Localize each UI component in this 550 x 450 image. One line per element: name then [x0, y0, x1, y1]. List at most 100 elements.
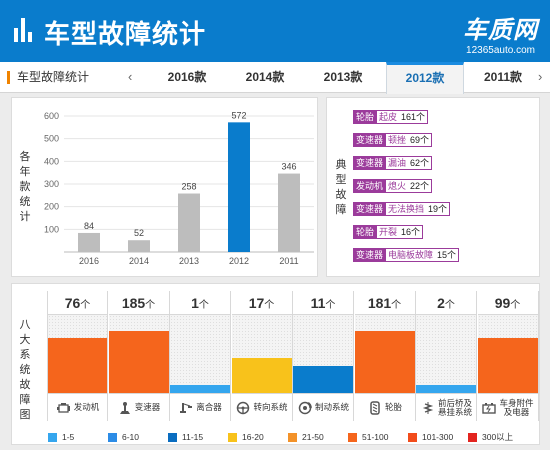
system-fault-count: 2个 [416, 291, 476, 315]
label-char: 图 [19, 409, 31, 421]
suspension-icon [422, 401, 434, 414]
year-tabbar: 车型故障统计 ‹ 2016款 2014款 2013款 2012款 2011款 › [0, 62, 550, 94]
system-name-line: 制动系统 [314, 402, 349, 412]
legend-swatch [228, 432, 237, 442]
system-fault-bar [170, 385, 230, 393]
y-tick-label: 600 [44, 111, 59, 121]
system-name: 转向系统 [231, 393, 292, 421]
system-column[interactable]: 17个 转向系统 [231, 291, 293, 421]
system-name-line: 轮胎 [384, 402, 402, 412]
system-count-value: 11 [310, 295, 326, 311]
x-tick-label: 2016 [79, 256, 99, 266]
bar[interactable] [278, 173, 300, 252]
system-fault-bar [416, 385, 476, 393]
legend-label: 21-50 [302, 432, 324, 442]
legend-item: 16-20 [228, 430, 288, 444]
bar[interactable] [78, 232, 100, 252]
tab-year-3[interactable]: 2012款 [386, 62, 464, 94]
system-column[interactable]: 185个变速器 [108, 291, 170, 421]
typical-fault-item[interactable]: 变速器 电脑板故障 15个 [353, 248, 460, 262]
bar-value-label: 258 [181, 182, 196, 192]
system-column[interactable]: 1个 离合器 [170, 291, 231, 421]
fault-description: 电脑板故障 [388, 250, 434, 260]
bar[interactable] [178, 193, 200, 252]
y-tick-label: 300 [44, 179, 59, 189]
legend-label: 6-10 [122, 432, 140, 442]
system-name-text: 前后桥及 悬挂系统 [438, 398, 472, 417]
system-fault-count: 185个 [108, 291, 169, 315]
fault-count: 19个 [428, 204, 448, 214]
label-char: 障 [19, 394, 31, 406]
chevron-right-icon[interactable]: › [538, 69, 543, 84]
system-fault-bar [48, 338, 107, 393]
legend-label: 16-20 [242, 432, 264, 442]
system-column[interactable]: 2个前后桥及 悬挂系统 [416, 291, 477, 421]
label-char: 典 [335, 159, 347, 171]
typical-fault-item[interactable]: 轮胎 开裂 16个 [353, 225, 424, 239]
fault-desc-box: 电脑板故障 15个 [386, 248, 460, 262]
system-count-value: 99 [494, 295, 511, 311]
legend-swatch [348, 432, 357, 442]
label-char: 故 [19, 379, 31, 391]
year-bar-chart-panel: 各年款统计 100 200 300 400 500 600 84 2016 52 2014 258 2… [11, 97, 318, 277]
system-name-text: 发动机 [74, 403, 100, 412]
legend-label: 51-100 [362, 432, 389, 442]
typical-fault-item[interactable]: 变速器 无法换挡 19个 [353, 202, 451, 216]
system-name: 离合器 [170, 393, 230, 421]
typical-fault-item[interactable]: 变速器 顿挫 69个 [353, 133, 433, 147]
system-name-text: 制动系统 [315, 403, 349, 412]
x-tick-label: 2013 [179, 256, 199, 266]
engine-icon [56, 402, 70, 413]
system-fault-bar [108, 330, 169, 393]
legend-swatch [108, 432, 117, 442]
label-char: 年 [19, 166, 31, 178]
system-name-line: 及电器 [503, 406, 530, 417]
system-column[interactable]: 181个 轮胎 [354, 291, 416, 421]
typical-fault-item[interactable]: 轮胎 起皮 161个 [353, 110, 429, 124]
tab-year-2[interactable]: 2013款 [323, 70, 363, 84]
fault-count: 16个 [401, 227, 421, 237]
legend-label: 1-5 [62, 432, 75, 442]
y-tick-label: 500 [44, 134, 59, 144]
fault-description: 开裂 [379, 227, 398, 237]
color-legend: 1-5 6-10 11-15 16-20 21-50 51-100 101-300 300以上 [48, 430, 528, 444]
label-char: 障 [335, 204, 347, 216]
bar-chart-ylabel: 各年款统计 [18, 150, 32, 225]
x-tick-label: 2014 [129, 256, 149, 266]
system-count-value: 185 [121, 295, 146, 311]
tab-year-0[interactable]: 2016款 [167, 70, 207, 84]
bar[interactable] [228, 122, 250, 252]
system-column[interactable]: 99个 车身附件 及电器 [477, 291, 539, 421]
page-title: 车型故障统计 [44, 20, 207, 50]
system-column[interactable]: 11个制动系统 [293, 291, 354, 421]
system-name-line: 车身附件 [499, 397, 534, 408]
system-count-value: 1 [191, 295, 199, 311]
typical-fault-item[interactable]: 变速器 漏油 62个 [353, 156, 433, 170]
bar[interactable] [128, 240, 150, 252]
tab-year-1[interactable]: 2014款 [245, 70, 285, 84]
system-column[interactable]: 76个 发动机 [47, 291, 108, 421]
system-name: 变速器 [108, 393, 169, 421]
brand-name: 车质网 [463, 16, 538, 44]
label-char: 型 [335, 174, 347, 186]
system-name-text: 转向系统 [253, 403, 287, 412]
fault-system: 轮胎 [353, 110, 378, 124]
brand-logo[interactable]: 车质网 12365auto.com [463, 10, 538, 56]
typical-fault-item[interactable]: 发动机 熄火 22个 [353, 179, 433, 193]
fault-count: 15个 [437, 250, 457, 260]
tab-year-4[interactable]: 2011款 [483, 70, 523, 84]
system-name-line: 离合器 [196, 402, 222, 412]
chevron-left-icon[interactable]: ‹ [128, 69, 133, 84]
system-name: 车身附件 及电器 [477, 393, 538, 421]
label-char: 各 [19, 151, 31, 163]
system-count-unit: 个 [391, 300, 402, 311]
system-count-value: 76 [64, 295, 81, 311]
system-fault-bar [354, 330, 415, 393]
fault-desc-box: 漏油 62个 [386, 156, 433, 170]
system-count-unit: 个 [325, 300, 336, 311]
legend-item: 11-15 [168, 430, 228, 444]
system-faults-label: 八大系统故障图 [18, 318, 32, 423]
x-tick-label: 2012 [229, 256, 249, 266]
tire-icon [370, 400, 380, 415]
system-name-line: 变速器 [134, 402, 161, 412]
